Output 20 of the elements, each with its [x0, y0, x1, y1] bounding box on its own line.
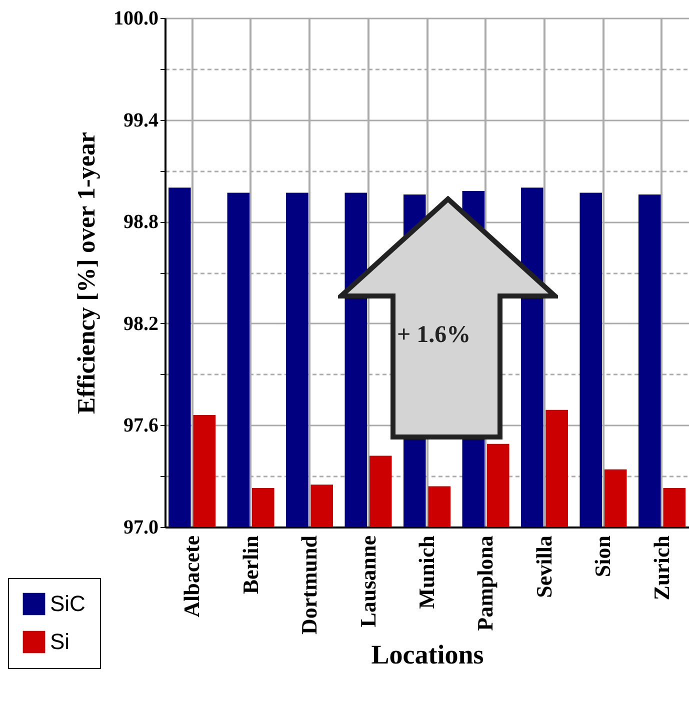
x-tick-label: Sevilla	[531, 536, 556, 598]
x-tick-label: Sion	[590, 536, 616, 578]
x-tick-label: Lausanne	[355, 535, 380, 628]
legend-label: Si	[50, 629, 70, 654]
x-tick-label: Zurich	[648, 536, 674, 600]
y-tick-label: 100.0	[114, 8, 158, 30]
annotation: + 1.6%	[397, 322, 471, 349]
y-tick-label: 97.0	[124, 516, 158, 538]
y-tick-label: 98.8	[124, 211, 158, 234]
x-tick-label: Dortmund	[296, 536, 322, 635]
x-tick-label: Pamplona	[472, 536, 498, 631]
x-tick-label: Berlin	[238, 536, 263, 594]
y-tick-label: 97.6	[124, 414, 158, 437]
x-tick-label: Albacete	[179, 535, 204, 618]
y-tick-label: 99.4	[124, 109, 158, 132]
y-tick-label: 98.2	[124, 312, 158, 335]
legend-label: SiC	[50, 591, 86, 616]
y-axis-title: Efficiency [%] over 1-year	[74, 132, 100, 414]
x-axis-title: Locations	[371, 640, 484, 670]
x-tick-label: Munich	[414, 536, 439, 609]
